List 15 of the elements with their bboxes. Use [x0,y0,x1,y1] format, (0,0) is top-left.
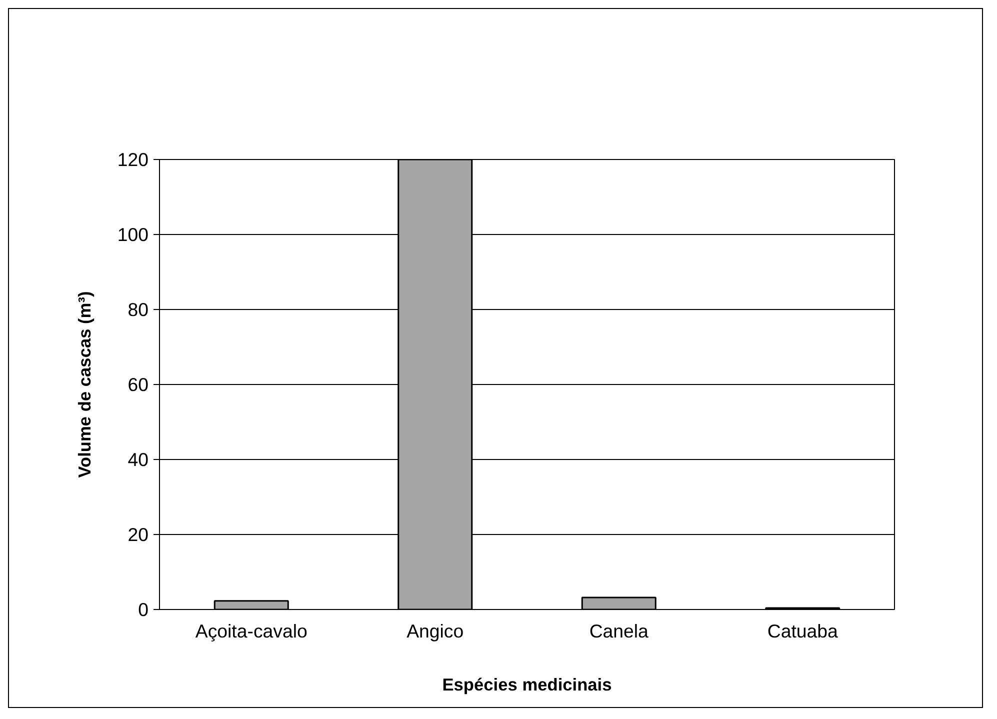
x-tick-label: Canela [589,620,650,642]
bar [581,596,656,610]
y-tick-label: 20 [128,524,149,545]
x-tick-label: Açoita-cavalo [195,620,308,642]
y-axis-title: Volume de cascas (m³) [74,291,94,478]
y-tick-label: 60 [128,374,149,395]
y-tick-label: 80 [128,299,149,320]
x-tick-label: Angico [406,620,464,642]
y-tick-label: 120 [117,149,149,170]
y-tick-label: 40 [128,449,149,470]
x-axis-title: Espécies medicinais [442,674,612,694]
x-tick-label: Catuaba [767,620,839,642]
y-tick-label: 0 [138,599,149,620]
y-tick-label: 100 [117,224,149,245]
bar [214,600,289,610]
